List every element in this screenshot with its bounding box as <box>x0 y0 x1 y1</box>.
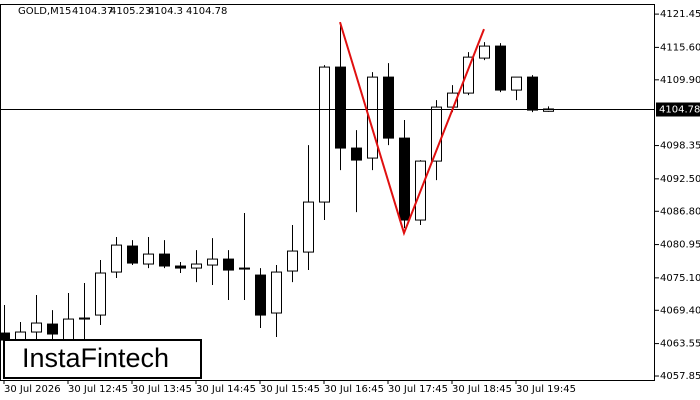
candle-body <box>191 263 202 269</box>
candle-body <box>47 323 58 335</box>
candle-body <box>463 56 474 94</box>
candle-body <box>95 272 106 316</box>
candle-body <box>383 76 394 139</box>
candle-body <box>127 245 138 264</box>
candle-body <box>303 201 314 253</box>
y-tick-label: 4057.85 <box>660 371 700 382</box>
candle-body <box>271 271 282 314</box>
x-tick-label: 30 Jul 18:45 <box>452 384 512 395</box>
chart-title: GOLD,M15 <box>18 6 71 17</box>
y-tick-label: 4109.90 <box>660 75 700 86</box>
candle-body <box>287 250 298 272</box>
candle-body <box>239 267 250 270</box>
current-price-box <box>656 102 700 117</box>
high-value: 4105.23 <box>110 6 151 17</box>
candle-body <box>479 45 490 59</box>
watermark: InstaFintech <box>22 343 169 373</box>
close-value: 4104.78 <box>186 6 227 17</box>
y-tick-label: 4080.95 <box>660 240 700 251</box>
low-value: 4104.3 <box>148 6 183 17</box>
plot-area: 4121.45 4115.60 4109.90 4098.35 4092.50 4086.… <box>0 9 700 395</box>
y-tick-label: 4069.40 <box>660 305 700 316</box>
current-price-label: 4104.78 <box>659 105 700 116</box>
candle-body <box>63 318 74 341</box>
y-tick-label: 4098.35 <box>660 141 700 152</box>
candle-body <box>495 45 506 91</box>
candle-body <box>527 76 538 111</box>
y-tick-label: 4121.45 <box>660 9 700 20</box>
candle-body <box>111 244 122 273</box>
candle-body <box>351 147 362 161</box>
candle-body <box>431 106 442 162</box>
candle-body <box>143 253 154 265</box>
x-tick-label: 30 Jul 14:45 <box>196 384 256 395</box>
x-tick-label: 30 Jul 15:45 <box>260 384 320 395</box>
candle-body <box>399 137 410 221</box>
y-tick-label: 4115.60 <box>660 42 700 53</box>
plot-frame <box>0 4 655 381</box>
candle-body <box>159 253 170 267</box>
x-tick-label: 30 Jul 12:45 <box>68 384 128 395</box>
candle-body <box>207 258 218 266</box>
candle-body <box>367 76 378 159</box>
open-value: 4104.37 <box>72 6 113 17</box>
y-tick-label: 4086.80 <box>660 206 700 217</box>
candle-body <box>511 76 522 91</box>
candle-body <box>79 317 90 320</box>
x-tick-label: 30 Jul 19:45 <box>516 384 576 395</box>
candle-body <box>319 66 330 203</box>
pattern-line <box>339 21 485 237</box>
candle-body <box>175 265 186 269</box>
candle-body <box>223 258 234 271</box>
x-tick-label: 30 Jul 13:45 <box>132 384 192 395</box>
x-tick-label: 30 Jul 16:45 <box>324 384 384 395</box>
y-tick-label: 4075.10 <box>660 273 700 284</box>
y-tick-label: 4092.50 <box>660 174 700 185</box>
candle-body <box>31 322 42 333</box>
candle-body <box>543 108 554 112</box>
y-tick-label: 4063.55 <box>660 339 700 350</box>
logo-box <box>3 339 202 379</box>
x-tick-label: 30 Jul 17:45 <box>388 384 448 395</box>
candle-body <box>15 331 26 341</box>
candle-body <box>255 274 266 316</box>
x-tick-label: 30 Jul 2026 <box>4 384 61 395</box>
candle-body <box>335 66 346 149</box>
